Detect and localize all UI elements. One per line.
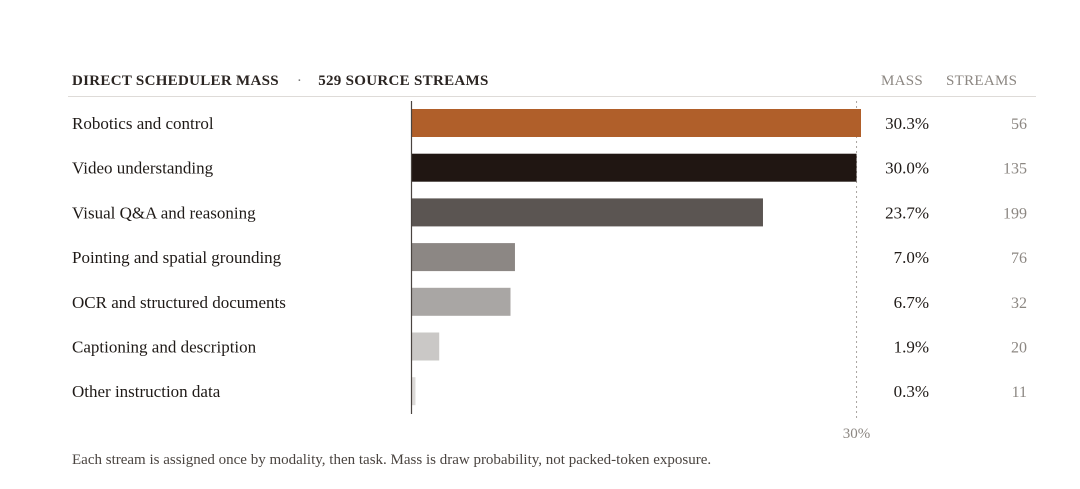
mass-value-label: 30.3% xyxy=(885,114,929,133)
category-label: Video understanding xyxy=(72,159,214,178)
bar xyxy=(411,198,763,227)
mass-value-label: 6.7% xyxy=(894,293,929,312)
streams-value-label: 135 xyxy=(1003,161,1027,178)
category-label: Pointing and spatial grounding xyxy=(72,248,282,267)
chart-title: DIRECT SCHEDULER MASS xyxy=(72,73,279,89)
streams-value-label: 11 xyxy=(1012,384,1027,401)
bar xyxy=(411,243,515,272)
category-label: Other instruction data xyxy=(72,382,221,401)
streams-value-label: 56 xyxy=(1011,116,1027,133)
category-label: Robotics and control xyxy=(72,114,214,133)
mass-value-label: 7.0% xyxy=(894,248,929,267)
category-label: OCR and structured documents xyxy=(72,293,286,312)
bar xyxy=(411,332,440,361)
mass-value-label: 30.0% xyxy=(885,159,929,178)
chart-subtitle: 529 SOURCE STREAMS xyxy=(318,73,489,89)
streams-value-label: 199 xyxy=(1003,205,1027,222)
streams-value-label: 32 xyxy=(1011,295,1027,312)
bar xyxy=(411,287,511,316)
streams-value-label: 20 xyxy=(1011,340,1027,357)
streams-value-label: 76 xyxy=(1011,250,1027,267)
category-label: Captioning and description xyxy=(72,338,257,357)
bar xyxy=(411,109,861,137)
mass-value-label: 0.3% xyxy=(894,382,929,401)
column-header-streams: STREAMS xyxy=(946,73,1018,89)
header-separator: · xyxy=(296,73,303,89)
reference-line-label: 30% xyxy=(843,426,871,442)
bar xyxy=(411,377,416,406)
mass-value-label: 1.9% xyxy=(894,338,929,357)
footnote: Each stream is assigned once by modality… xyxy=(72,452,712,468)
mass-value-label: 23.7% xyxy=(885,203,929,222)
chart-header: DIRECT SCHEDULER MASS · 529 SOURCE STREAMS xyxy=(72,73,489,90)
bar xyxy=(411,153,857,182)
category-label: Visual Q&A and reasoning xyxy=(72,203,256,222)
header-divider xyxy=(68,96,1036,97)
column-header-mass: MASS xyxy=(881,73,924,89)
